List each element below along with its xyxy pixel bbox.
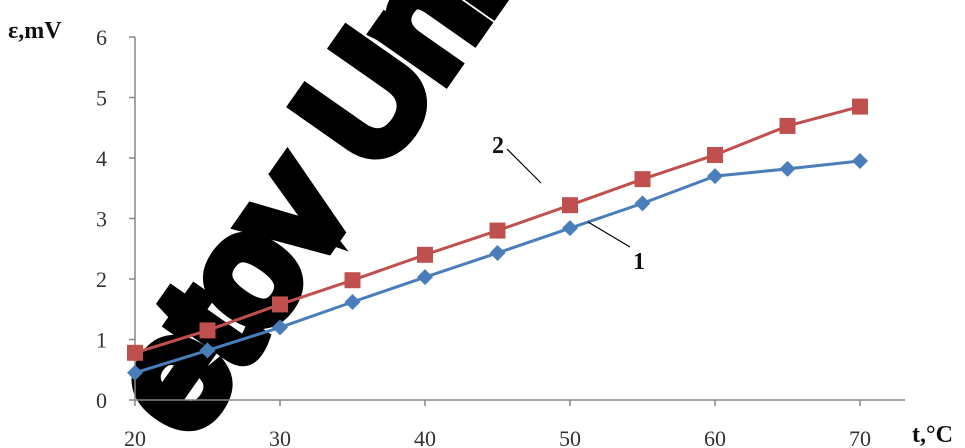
- series-2-point: [127, 344, 143, 361]
- series-1-point: [417, 269, 433, 286]
- y-tick-label: 5: [96, 86, 107, 111]
- y-tick-label: 4: [96, 146, 107, 171]
- series-1-point: [634, 195, 651, 212]
- series-2-label: 2: [492, 133, 504, 159]
- series-2-point: [272, 296, 288, 313]
- x-tick-label: 50: [559, 426, 581, 448]
- watermark-text: etov Uni: [79, 0, 532, 448]
- series-labels: 12: [492, 133, 645, 275]
- series-1-point: [272, 319, 288, 336]
- series-2-point: [417, 246, 433, 263]
- series-1-point: [562, 220, 578, 237]
- x-ticks: 20 30 40 50 60 70: [124, 400, 871, 448]
- series-1-point: [344, 293, 361, 310]
- watermark: etov Uni: [70, 0, 541, 448]
- y-tick-label: 3: [96, 207, 107, 232]
- series-group: [127, 98, 868, 381]
- series-1-point: [779, 160, 796, 177]
- series-2-point: [489, 222, 506, 239]
- y-axis-label: ε,mV: [8, 18, 62, 44]
- series-2-point: [852, 98, 868, 115]
- series-1-point: [852, 153, 868, 170]
- series-2-point: [199, 322, 216, 339]
- x-tick-label: 40: [414, 426, 436, 448]
- series-1-leader: [587, 221, 631, 248]
- x-tick-label: 60: [704, 426, 726, 448]
- series-2-point: [562, 197, 578, 214]
- series-1-point: [127, 364, 143, 381]
- series-2-point: [344, 272, 361, 289]
- x-tick-label: 20: [124, 426, 146, 448]
- y-tick-label: 6: [96, 25, 107, 50]
- x-tick-label: 70: [849, 426, 871, 448]
- series-1-point: [489, 244, 506, 261]
- y-tick-label: 2: [96, 267, 107, 292]
- series-2-point: [634, 171, 651, 188]
- series-2-point: [707, 146, 723, 163]
- x-tick-label: 30: [269, 426, 291, 448]
- series-2-point: [779, 117, 796, 134]
- y-tick-label: 0: [96, 388, 107, 413]
- y-ticks: 0 1 2 3 4 5 6: [96, 25, 135, 413]
- series-1-label: 1: [633, 249, 645, 275]
- series-1-point: [199, 342, 216, 359]
- x-axis-label: t,°C: [912, 422, 953, 448]
- y-tick-label: 1: [96, 328, 107, 353]
- series-2-leader: [506, 148, 542, 184]
- series-1-point: [707, 168, 723, 185]
